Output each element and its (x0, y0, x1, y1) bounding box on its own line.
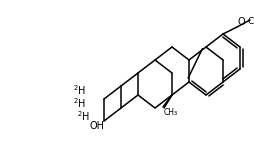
Text: $^{2}$H: $^{2}$H (73, 83, 86, 97)
Text: CH₃: CH₃ (248, 18, 254, 26)
Text: O: O (237, 17, 245, 27)
Text: CH₃: CH₃ (164, 108, 178, 117)
Text: $^{2}$H: $^{2}$H (73, 96, 86, 110)
Text: OH: OH (89, 121, 104, 131)
Text: $^{2}$H: $^{2}$H (77, 109, 90, 123)
